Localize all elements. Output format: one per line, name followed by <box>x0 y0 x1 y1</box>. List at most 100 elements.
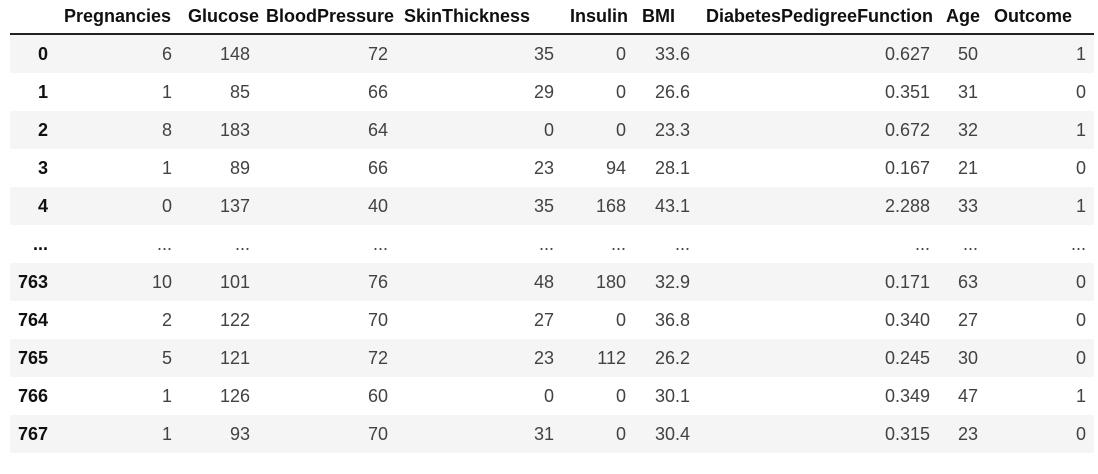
table-cell: 0.315 <box>884 424 930 444</box>
table-cell: 0 <box>615 44 626 64</box>
table-cell: 66 <box>367 158 388 178</box>
table-cell: 10 <box>151 272 172 292</box>
table-cell: 0 <box>615 310 626 330</box>
table-row: 766 1 126 60 0 0 30.1 0.349 47 1 <box>10 377 1094 415</box>
table-cell: 5 <box>161 348 172 368</box>
table-cell: 33.6 <box>654 44 690 64</box>
row-index: 766 <box>18 386 49 406</box>
table-cell: 30 <box>957 348 978 368</box>
table-cell: 28.1 <box>654 158 690 178</box>
table-cell: 85 <box>229 82 250 102</box>
table-cell: ... <box>372 234 388 254</box>
table-cell: 36.8 <box>654 310 690 330</box>
table-cell: 47 <box>957 386 978 406</box>
table-cell: 2 <box>161 310 172 330</box>
table-cell: ... <box>156 234 172 254</box>
table-cell: 1 <box>161 424 172 444</box>
table-cell: 1 <box>161 82 172 102</box>
table-cell: 168 <box>595 196 626 216</box>
table-cell: 1 <box>1075 120 1086 140</box>
column-header-skinthickness: SkinThickness <box>396 0 562 35</box>
table-cell: 0.349 <box>884 386 930 406</box>
table-row: 763 10 101 76 48 180 32.9 0.171 63 0 <box>10 263 1094 301</box>
table-cell: 31 <box>533 424 554 444</box>
row-index: 1 <box>37 82 48 102</box>
table-cell: 1 <box>161 158 172 178</box>
table-cell: 21 <box>957 158 978 178</box>
table-cell: 23 <box>957 424 978 444</box>
table-cell: ... <box>674 234 690 254</box>
table-cell: 32 <box>957 120 978 140</box>
table-cell: 26.2 <box>654 348 690 368</box>
row-index: 763 <box>18 272 49 292</box>
table-cell: 6 <box>161 44 172 64</box>
row-index: 767 <box>18 424 49 444</box>
table-cell: 31 <box>957 82 978 102</box>
table-cell: 148 <box>219 44 250 64</box>
table-cell: 183 <box>219 120 250 140</box>
table-cell: 23 <box>533 348 554 368</box>
row-index: 764 <box>18 310 49 330</box>
table-head: Pregnancies Glucose BloodPressure SkinThick… <box>10 0 1094 35</box>
table-cell: 32.9 <box>654 272 690 292</box>
table-cell: 0 <box>615 82 626 102</box>
table-cell: 26.6 <box>654 82 690 102</box>
table-cell: 126 <box>219 386 250 406</box>
table-row: 0 6 148 72 35 0 33.6 0.627 50 1 <box>10 34 1094 73</box>
table-cell: 70 <box>367 424 388 444</box>
table-cell: 0 <box>615 424 626 444</box>
table-row: 764 2 122 70 27 0 36.8 0.340 27 0 <box>10 301 1094 339</box>
table-cell: 137 <box>219 196 250 216</box>
table-cell: 0.351 <box>884 82 930 102</box>
table-cell: 23 <box>533 158 554 178</box>
table-cell: 72 <box>367 44 388 64</box>
table-cell: 72 <box>367 348 388 368</box>
table-cell: 50 <box>957 44 978 64</box>
table-body: 0 6 148 72 35 0 33.6 0.627 50 1 1 1 85 66 29 0 26.6 0.351… <box>10 34 1094 453</box>
table-cell: 40 <box>367 196 388 216</box>
table-cell: ... <box>1070 234 1086 254</box>
table-row: 4 0 137 40 35 168 43.1 2.288 33 1 <box>10 187 1094 225</box>
table-cell: 89 <box>229 158 250 178</box>
table-cell: 180 <box>595 272 626 292</box>
table-cell: 0.340 <box>884 310 930 330</box>
table-cell: 27 <box>533 310 554 330</box>
table-cell: 60 <box>367 386 388 406</box>
table-cell: 0 <box>161 196 172 216</box>
table-cell: 101 <box>219 272 250 292</box>
table-cell: 0.672 <box>884 120 930 140</box>
table-cell: 0 <box>1075 424 1086 444</box>
table-cell: ... <box>538 234 554 254</box>
table-cell: 63 <box>957 272 978 292</box>
row-index: 3 <box>37 158 48 178</box>
ellipsis-row: .............................. <box>10 225 1094 263</box>
table-cell: 23.3 <box>654 120 690 140</box>
row-index: 2 <box>37 120 48 140</box>
table-cell: 0 <box>1075 272 1086 292</box>
table-cell: 1 <box>161 386 172 406</box>
table-row: 765 5 121 72 23 112 26.2 0.245 30 0 <box>10 339 1094 377</box>
table-cell: ... <box>610 234 626 254</box>
table-cell: 0 <box>543 386 554 406</box>
table-cell: 122 <box>219 310 250 330</box>
table-cell: 30.4 <box>654 424 690 444</box>
table-cell: 30.1 <box>654 386 690 406</box>
table-cell: 43.1 <box>654 196 690 216</box>
table-cell: 1 <box>1075 386 1086 406</box>
table-cell: 66 <box>367 82 388 102</box>
row-index: 0 <box>37 44 48 64</box>
table-cell: 48 <box>533 272 554 292</box>
header-row: Pregnancies Glucose BloodPressure SkinThick… <box>10 0 1094 35</box>
table-cell: 0.171 <box>884 272 930 292</box>
dataframe-table: Pregnancies Glucose BloodPressure SkinThick… <box>10 0 1094 453</box>
table-cell: 35 <box>533 196 554 216</box>
table-cell: 76 <box>367 272 388 292</box>
table-cell: 2.288 <box>884 196 930 216</box>
table-cell: 29 <box>533 82 554 102</box>
table-cell: 0 <box>543 120 554 140</box>
table-cell: 0.245 <box>884 348 930 368</box>
column-header-bmi: BMI <box>634 0 698 35</box>
row-index: 765 <box>18 348 49 368</box>
table-row: 767 1 93 70 31 0 30.4 0.315 23 0 <box>10 415 1094 453</box>
table-cell: 0 <box>1075 82 1086 102</box>
